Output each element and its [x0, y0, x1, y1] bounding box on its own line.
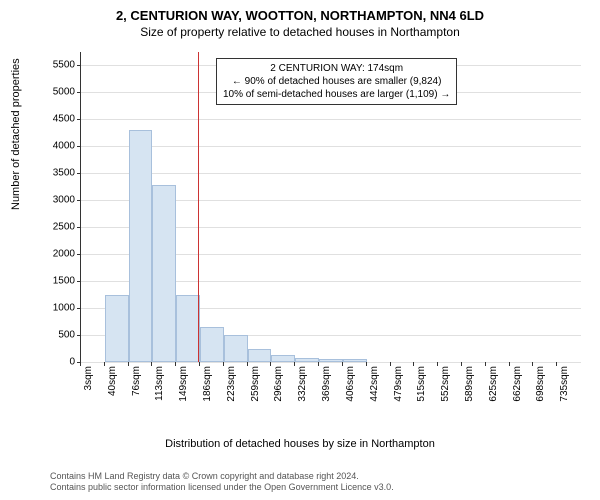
histogram-bar: [105, 295, 129, 362]
xtick-mark: [509, 362, 510, 366]
ytick-mark: [77, 308, 81, 309]
xtick-label: 3sqm: [83, 366, 94, 390]
annotation-box: 2 CENTURION WAY: 174sqm← 90% of detached…: [216, 58, 457, 105]
ytick-mark: [77, 119, 81, 120]
chart-title: 2, CENTURION WAY, WOOTTON, NORTHAMPTON, …: [0, 0, 600, 23]
xtick-mark: [294, 362, 295, 366]
ytick-mark: [77, 146, 81, 147]
xtick-label: 76sqm: [131, 366, 142, 396]
ytick-mark: [77, 254, 81, 255]
xtick-label: 369sqm: [321, 366, 332, 402]
ytick-mark: [77, 173, 81, 174]
ytick-label: 500: [35, 330, 75, 341]
xtick-mark: [437, 362, 438, 366]
histogram-bar: [152, 185, 176, 362]
xtick-label: 406sqm: [345, 366, 356, 402]
xtick-mark: [128, 362, 129, 366]
xtick-label: 223sqm: [226, 366, 237, 402]
ytick-label: 0: [35, 357, 75, 368]
xtick-mark: [104, 362, 105, 366]
xtick-label: 113sqm: [154, 366, 165, 401]
gridline: [81, 146, 581, 147]
ytick-mark: [77, 200, 81, 201]
y-axis-label: Number of detached properties: [10, 58, 22, 210]
ytick-label: 1500: [35, 276, 75, 287]
xtick-label: 332sqm: [297, 366, 308, 402]
histogram-bar: [248, 349, 272, 362]
xtick-mark: [556, 362, 557, 366]
gridline: [81, 362, 581, 363]
xtick-label: 589sqm: [464, 366, 475, 402]
histogram-bar: [200, 327, 224, 362]
annotation-line1: 2 CENTURION WAY: 174sqm: [223, 62, 450, 75]
xtick-label: 515sqm: [416, 366, 427, 402]
ytick-mark: [77, 65, 81, 66]
xtick-mark: [80, 362, 81, 366]
xtick-mark: [413, 362, 414, 366]
gridline: [81, 119, 581, 120]
xtick-label: 40sqm: [107, 366, 118, 396]
histogram-bar: [129, 130, 153, 362]
ytick-mark: [77, 92, 81, 93]
histogram-bar: [319, 359, 343, 362]
chart-subtitle: Size of property relative to detached ho…: [0, 23, 600, 39]
ytick-mark: [77, 335, 81, 336]
xtick-mark: [366, 362, 367, 366]
ytick-label: 3000: [35, 195, 75, 206]
xtick-label: 662sqm: [512, 366, 523, 402]
xtick-label: 552sqm: [440, 366, 451, 402]
xtick-mark: [175, 362, 176, 366]
xtick-label: 625sqm: [488, 366, 499, 402]
annotation-line2: ← 90% of detached houses are smaller (9,…: [223, 75, 450, 88]
xtick-label: 259sqm: [250, 366, 261, 402]
xtick-mark: [270, 362, 271, 366]
histogram-bar: [343, 359, 367, 362]
footer: Contains HM Land Registry data © Crown c…: [50, 471, 394, 494]
ytick-label: 3500: [35, 168, 75, 179]
ytick-label: 5000: [35, 87, 75, 98]
xtick-label: 479sqm: [393, 366, 404, 402]
xtick-label: 442sqm: [369, 366, 380, 402]
plot-region: 2 CENTURION WAY: 174sqm← 90% of detached…: [80, 52, 581, 363]
chart-container: 2, CENTURION WAY, WOOTTON, NORTHAMPTON, …: [0, 0, 600, 500]
xtick-mark: [151, 362, 152, 366]
ytick-label: 5500: [35, 60, 75, 71]
xtick-mark: [342, 362, 343, 366]
chart-area: 2 CENTURION WAY: 174sqm← 90% of detached…: [50, 52, 580, 402]
xtick-mark: [532, 362, 533, 366]
xtick-label: 296sqm: [273, 366, 284, 402]
annotation-line3: 10% of semi-detached houses are larger (…: [223, 88, 450, 101]
xtick-mark: [247, 362, 248, 366]
reference-line: [198, 52, 199, 362]
xtick-mark: [485, 362, 486, 366]
histogram-bar: [224, 335, 248, 362]
ytick-label: 4500: [35, 114, 75, 125]
histogram-bar: [295, 358, 319, 362]
xtick-mark: [461, 362, 462, 366]
ytick-mark: [77, 227, 81, 228]
gridline: [81, 173, 581, 174]
xtick-label: 735sqm: [559, 366, 570, 402]
x-axis-label: Distribution of detached houses by size …: [0, 438, 600, 450]
footer-line2: Contains public sector information licen…: [50, 482, 394, 494]
ytick-mark: [77, 281, 81, 282]
ytick-label: 4000: [35, 141, 75, 152]
ytick-label: 2000: [35, 249, 75, 260]
ytick-label: 2500: [35, 222, 75, 233]
xtick-label: 698sqm: [535, 366, 546, 402]
xtick-mark: [199, 362, 200, 366]
xtick-mark: [390, 362, 391, 366]
xtick-label: 186sqm: [202, 366, 213, 402]
histogram-bar: [271, 355, 295, 362]
footer-line1: Contains HM Land Registry data © Crown c…: [50, 471, 394, 483]
xtick-mark: [223, 362, 224, 366]
xtick-label: 149sqm: [178, 366, 189, 402]
ytick-label: 1000: [35, 303, 75, 314]
histogram-bar: [176, 295, 200, 362]
xtick-mark: [318, 362, 319, 366]
